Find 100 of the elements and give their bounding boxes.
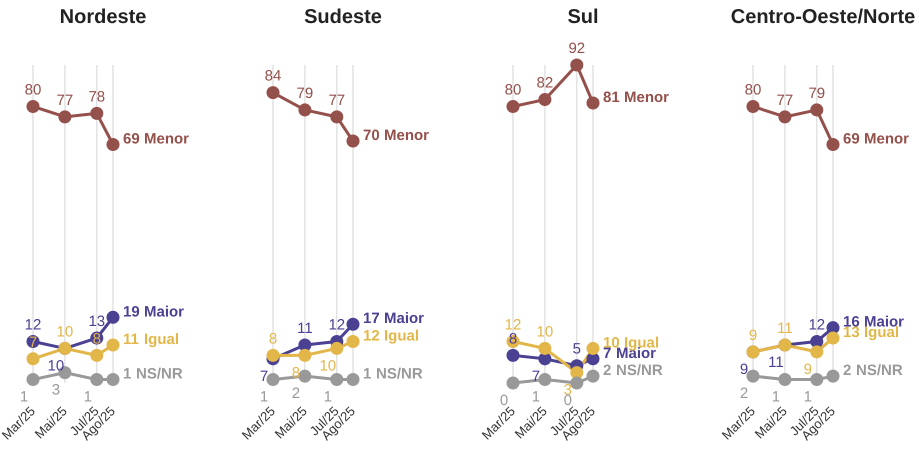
- point: [506, 100, 520, 113]
- series-label: NS/NR: [136, 366, 183, 383]
- series-label: Menor: [384, 127, 430, 144]
- data-label: 10: [56, 323, 74, 340]
- data-label: 80: [504, 81, 522, 98]
- data-label: 1: [324, 388, 332, 406]
- point: [826, 138, 840, 152]
- data-label: 8: [92, 330, 101, 348]
- point: [346, 335, 360, 348]
- data-label: 5: [572, 340, 581, 358]
- series-label: Menor: [864, 130, 910, 148]
- point: [826, 332, 840, 345]
- data-label: 12: [808, 316, 826, 334]
- data-label: 1: [363, 366, 372, 383]
- data-label: 17: [363, 310, 380, 328]
- point: [586, 96, 600, 110]
- data-label: 69: [123, 130, 140, 148]
- chart-title: Sul: [567, 6, 599, 28]
- data-label: 1: [260, 388, 268, 406]
- data-label: 70: [363, 127, 380, 144]
- data-label: 80: [24, 81, 42, 98]
- point: [746, 100, 760, 113]
- data-label: 2: [843, 362, 852, 380]
- data-label: 11: [777, 320, 793, 337]
- series-label: Igual: [384, 328, 420, 345]
- data-label: 77: [56, 92, 74, 109]
- point: [810, 103, 824, 116]
- point: [330, 373, 344, 386]
- data-label: 79: [296, 84, 314, 102]
- data-label: 7: [260, 368, 268, 385]
- data-label: 12: [328, 316, 346, 334]
- point: [570, 58, 584, 72]
- point: [538, 342, 552, 355]
- point: [506, 348, 520, 362]
- series-label: NS/NR: [616, 362, 663, 380]
- data-label: 11: [123, 330, 139, 348]
- point: [810, 373, 824, 386]
- chart-title: Centro-Oeste/Norte: [730, 6, 916, 28]
- series-label: Maior: [384, 310, 424, 328]
- point: [826, 370, 840, 383]
- point: [90, 106, 104, 120]
- data-label: 1: [804, 388, 812, 406]
- point: [570, 376, 584, 390]
- data-label: 12: [24, 316, 42, 334]
- data-label: 7: [532, 368, 540, 385]
- data-label: 11: [768, 354, 784, 371]
- point: [346, 134, 360, 148]
- data-label: 8: [268, 330, 278, 348]
- data-label: 1: [20, 388, 28, 406]
- series-label: Maior: [144, 303, 184, 320]
- data-label: 9: [740, 360, 748, 378]
- point: [298, 348, 312, 362]
- series-label: Menor: [624, 89, 670, 106]
- point: [298, 103, 312, 116]
- data-label: 69: [843, 130, 860, 148]
- point: [266, 86, 280, 100]
- data-label: 79: [808, 84, 826, 102]
- point: [266, 348, 280, 362]
- data-label: 9: [748, 326, 758, 344]
- data-label: 1: [772, 388, 780, 406]
- data-label: 9: [804, 360, 812, 378]
- point: [346, 318, 360, 331]
- point: [346, 373, 360, 386]
- data-label: 82: [536, 74, 554, 92]
- point: [778, 110, 792, 124]
- point: [90, 348, 104, 362]
- point: [810, 345, 824, 358]
- data-label: 2: [603, 362, 612, 380]
- point: [106, 338, 120, 352]
- data-label: 1: [532, 388, 540, 406]
- chart-title: Sudeste: [304, 6, 382, 28]
- series-label: Menor: [144, 130, 190, 148]
- data-label: 12: [363, 328, 380, 345]
- data-label: 84: [264, 68, 282, 85]
- data-label: 10: [319, 357, 336, 374]
- point: [58, 110, 72, 124]
- point: [330, 342, 344, 355]
- point: [586, 342, 600, 355]
- point: [330, 110, 344, 124]
- data-label: 81: [603, 89, 620, 106]
- data-label: 10: [536, 323, 554, 340]
- point: [90, 373, 104, 386]
- data-label: 92: [568, 40, 586, 57]
- data-label: 3: [52, 382, 60, 399]
- data-label: 77: [776, 92, 794, 109]
- point: [106, 310, 120, 324]
- data-label: 1: [123, 366, 132, 383]
- data-label: 11: [297, 320, 313, 337]
- point: [778, 373, 792, 386]
- point: [26, 352, 40, 366]
- data-label: 19: [123, 303, 140, 320]
- data-label: 2: [740, 385, 748, 402]
- series-label: Igual: [144, 330, 180, 348]
- point: [746, 370, 760, 383]
- chart-title: Nordeste: [60, 6, 146, 28]
- series-label: NS/NR: [376, 366, 423, 383]
- point: [26, 100, 40, 113]
- data-label: 2: [292, 385, 300, 402]
- point: [298, 370, 312, 383]
- data-label: 10: [48, 357, 64, 374]
